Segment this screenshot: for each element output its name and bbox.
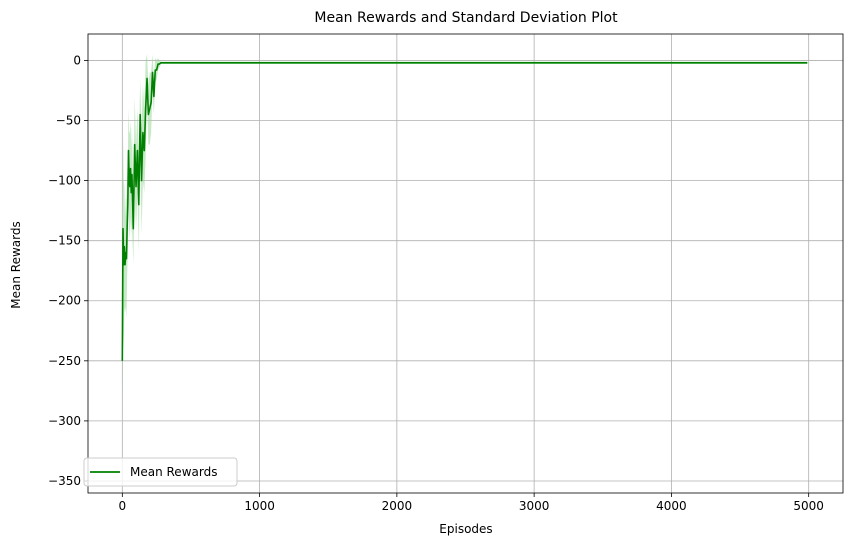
y-tick-label: −350 [48, 474, 81, 488]
y-tick-label: −300 [48, 414, 81, 428]
y-axis-label: Mean Rewards [9, 221, 23, 308]
x-axis-ticks: 0 1000 2000 3000 4000 5000 [118, 493, 824, 513]
legend: Mean Rewards [83, 457, 238, 487]
y-tick-label: −150 [48, 234, 81, 248]
x-axis-label: Episodes [439, 522, 492, 536]
y-tick-label: 0 [73, 53, 81, 67]
x-tick-label: 3000 [519, 499, 550, 513]
y-tick-label: −200 [48, 294, 81, 308]
plot-area-frame [87, 33, 844, 494]
chart-title: Mean Rewards and Standard Deviation Plot [314, 10, 618, 26]
x-tick-label: 2000 [382, 499, 413, 513]
y-axis-ticks: 0 −50 −100 −150 −200 −250 −300 −350 [48, 53, 88, 488]
x-tick-label: 5000 [793, 499, 824, 513]
series-line-layer [121, 62, 808, 361]
grid [88, 34, 843, 493]
x-tick-label: 0 [118, 499, 126, 513]
y-tick-label: −50 [56, 114, 81, 128]
legend-box [83, 457, 238, 487]
y-tick-label: −100 [48, 174, 81, 188]
series-line [121, 62, 808, 361]
y-tick-label: −250 [48, 354, 81, 368]
legend-label: Mean Rewards [130, 465, 217, 479]
x-tick-label: 1000 [244, 499, 275, 513]
x-tick-label: 4000 [656, 499, 687, 513]
